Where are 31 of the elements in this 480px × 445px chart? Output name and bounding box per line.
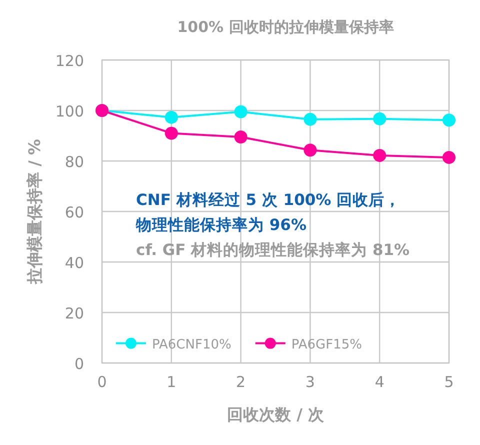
point: [234, 105, 248, 118]
y-tick-label: 100: [55, 102, 84, 120]
x-tick-label: 1: [166, 373, 176, 391]
point: [304, 112, 317, 126]
point: [234, 130, 248, 144]
x-axis-title: 回收次数 / 次: [227, 405, 325, 424]
legend-label: PA6GF15%: [291, 337, 362, 352]
x-tick-label: 5: [444, 373, 454, 391]
y-tick-label: 0: [74, 355, 84, 373]
y-tick-label: 20: [64, 304, 84, 322]
annotation: cf. GF 材料的物理性能保持率为 81%: [136, 241, 410, 259]
y-tick-label: 120: [55, 52, 84, 70]
point: [373, 112, 386, 126]
point: [304, 144, 317, 157]
y-axis-title: 拉伸模量保持率 / %: [25, 138, 44, 286]
annotation: 物理性能保持率为 96%: [135, 216, 307, 234]
y-tick-label: 80: [64, 153, 84, 171]
y-tick-label: 40: [64, 254, 84, 272]
x-tick-label: 2: [236, 373, 246, 391]
point: [442, 114, 456, 127]
x-tick-label: 0: [97, 373, 107, 391]
y-tick-label: 60: [64, 204, 84, 222]
x-tick-label: 4: [374, 373, 384, 391]
point: [373, 148, 386, 162]
point: [164, 126, 178, 140]
legend-label: PA6CNF10%: [152, 337, 232, 352]
x-tick-label: 3: [305, 373, 315, 391]
annotation: CNF 材料经过 5 次 100% 回收后，: [136, 191, 401, 209]
point: [442, 150, 456, 164]
chart-title: 100% 回收时的拉伸模量保持率: [177, 18, 394, 36]
point: [164, 110, 178, 124]
